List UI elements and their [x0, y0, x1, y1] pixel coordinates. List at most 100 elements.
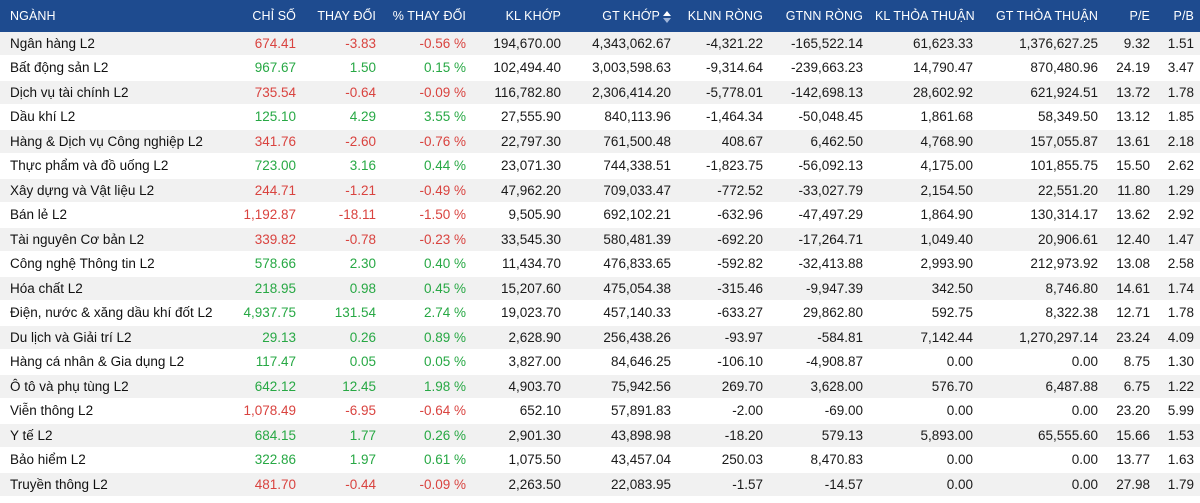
cell-gt-khop: 761,500.48	[567, 130, 677, 155]
cell-gt-khop: 3,003,598.63	[567, 57, 677, 81]
table-row[interactable]: Bán lẻ L2 1,192.87 -18.11 -1.50 % 9,505.90 69…	[0, 203, 1200, 228]
cell-pb: 1.63	[1156, 449, 1200, 473]
table-row[interactable]: Viễn thông L2 1,078.49 -6.95 -0.64 % 652.10 5…	[0, 399, 1200, 424]
cell-gtnn: -56,092.13	[769, 155, 869, 179]
cell-kl-khop: 194,670.00	[472, 32, 567, 57]
column-header-gt-khop[interactable]: GT KHỚP	[567, 0, 677, 32]
column-header-thay-doi[interactable]: THAY ĐỔI	[302, 0, 382, 32]
table-row[interactable]: Ngân hàng L2 674.41 -3.83 -0.56 % 194,670.00…	[0, 32, 1200, 57]
cell-kl-khop: 2,263.50	[472, 473, 567, 498]
cell-kl-tt: 61,623.33	[869, 32, 979, 57]
sector-name[interactable]: Công nghệ Thông tin L2	[0, 253, 228, 277]
cell-gtnn: -584.81	[769, 326, 869, 351]
sector-name[interactable]: Dầu khí L2	[0, 106, 228, 130]
column-header-nganh[interactable]: NGÀNH	[0, 0, 228, 32]
sector-name[interactable]: Ô tô và phụ tùng L2	[0, 375, 228, 400]
cell-klnn: -772.52	[677, 179, 769, 204]
sector-name[interactable]: Bán lẻ L2	[0, 204, 228, 228]
cell-gt-tt: 621,924.51	[979, 81, 1104, 106]
column-header-gt-tt[interactable]: GT THỎA THUẬN	[979, 0, 1104, 32]
cell-klnn: -692.20	[677, 228, 769, 253]
sector-name[interactable]: Y tế L2	[0, 424, 228, 449]
sector-name[interactable]: Hàng cá nhân & Gia dụng L2	[0, 351, 228, 375]
sector-name[interactable]: Bảo hiểm L2	[0, 449, 228, 473]
cell-klnn: -632.96	[677, 204, 769, 228]
cell-pct: 0.89 %	[382, 326, 472, 351]
column-header-gtnn[interactable]: GTNN RÒNG	[769, 0, 869, 32]
table-row[interactable]: Hàng cá nhân & Gia dụng L2 117.47 0.05 0.05…	[0, 350, 1200, 375]
cell-kl-tt: 576.70	[869, 375, 979, 400]
column-header-kl-tt[interactable]: KL THỎA THUẬN	[869, 0, 979, 32]
table-row[interactable]: Thực phẩm và đồ uống L2 723.00 3.16 0.44 % 2…	[0, 154, 1200, 179]
table-row[interactable]: Dịch vụ tài chính L2 735.54 -0.64 -0.09 % 11…	[0, 81, 1200, 106]
column-header-kl-khop[interactable]: KL KHỚP	[472, 0, 567, 32]
table-row[interactable]: Xây dựng và Vật liệu L2 244.71 -1.21 -0.49 …	[0, 179, 1200, 204]
cell-pct: 1.98 %	[382, 375, 472, 400]
column-header-chi-so[interactable]: CHỈ SỐ	[228, 0, 302, 32]
sector-name[interactable]: Ngân hàng L2	[0, 32, 228, 57]
table-row[interactable]: Điện, nước & xăng dầu khí đốt L2 4,937.75…	[0, 301, 1200, 326]
sector-name[interactable]: Du lịch và Giải trí L2	[0, 326, 228, 351]
table-row[interactable]: Hóa chất L2 218.95 0.98 0.45 % 15,207.60 475,…	[0, 277, 1200, 302]
table-row[interactable]: Ô tô và phụ tùng L2 642.12 12.45 1.98 % 4,90…	[0, 375, 1200, 400]
column-header-klnn[interactable]: KLNN RÒNG	[677, 0, 769, 32]
cell-thay-doi: -1.21	[302, 179, 382, 204]
cell-pb: 1.29	[1156, 179, 1200, 204]
sector-name[interactable]: Truyền thông L2	[0, 473, 228, 498]
cell-chi-so: 4,937.75	[228, 302, 302, 326]
table-row[interactable]: Công nghệ Thông tin L2 578.66 2.30 0.40 % 11…	[0, 252, 1200, 277]
sector-name[interactable]: Điện, nước & xăng dầu khí đốt L2	[0, 302, 228, 326]
cell-klnn: 269.70	[677, 375, 769, 400]
table-row[interactable]: Bảo hiểm L2 322.86 1.97 0.61 % 1,075.50 43,45…	[0, 448, 1200, 473]
cell-pe: 13.12	[1104, 106, 1156, 130]
table-body: Ngân hàng L2 674.41 -3.83 -0.56 % 194,670.00…	[0, 32, 1200, 498]
column-header-label: KL THỎA THUẬN	[875, 9, 975, 23]
cell-gt-khop: 744,338.51	[567, 155, 677, 179]
sector-name[interactable]: Hóa chất L2	[0, 277, 228, 302]
column-header-pct[interactable]: % THAY ĐỔI	[382, 0, 472, 32]
cell-pe: 13.72	[1104, 81, 1156, 106]
sector-name[interactable]: Thực phẩm và đồ uống L2	[0, 155, 228, 179]
cell-pct: -0.09 %	[382, 473, 472, 498]
sector-name[interactable]: Viễn thông L2	[0, 400, 228, 424]
cell-gtnn: -50,048.45	[769, 106, 869, 130]
cell-thay-doi: 1.50	[302, 57, 382, 81]
cell-gtnn: -165,522.14	[769, 32, 869, 57]
cell-gt-tt: 20,906.61	[979, 228, 1104, 253]
cell-kl-khop: 4,903.70	[472, 375, 567, 400]
cell-klnn: -106.10	[677, 351, 769, 375]
sort-icon[interactable]	[663, 10, 671, 23]
table-row[interactable]: Dầu khí L2 125.10 4.29 3.55 % 27,555.90 840,1…	[0, 105, 1200, 130]
cell-pe: 9.32	[1104, 32, 1156, 57]
table-row[interactable]: Tài nguyên Cơ bản L2 339.82 -0.78 -0.23 % 33…	[0, 228, 1200, 253]
cell-klnn: -1,464.34	[677, 106, 769, 130]
cell-pb: 2.58	[1156, 253, 1200, 277]
header-row: NGÀNH CHỈ SỐ THAY ĐỔI % THAY ĐỔI KL KHỚP GT K…	[0, 0, 1200, 32]
cell-klnn: 250.03	[677, 449, 769, 473]
table-row[interactable]: Truyền thông L2 481.70 -0.44 -0.09 % 2,263.5…	[0, 473, 1200, 498]
cell-chi-so: 339.82	[228, 228, 302, 253]
cell-kl-tt: 0.00	[869, 400, 979, 424]
sector-name[interactable]: Hàng & Dịch vụ Công nghiệp L2	[0, 130, 228, 155]
cell-gt-tt: 8,322.38	[979, 302, 1104, 326]
column-header-pe[interactable]: P/E	[1104, 0, 1156, 32]
cell-klnn: -1.57	[677, 473, 769, 498]
cell-pe: 13.77	[1104, 449, 1156, 473]
table-row[interactable]: Y tế L2 684.15 1.77 0.26 % 2,901.30 43,898.98…	[0, 424, 1200, 449]
sector-name[interactable]: Tài nguyên Cơ bản L2	[0, 228, 228, 253]
sector-name[interactable]: Xây dựng và Vật liệu L2	[0, 179, 228, 204]
cell-pe: 8.75	[1104, 351, 1156, 375]
table-row[interactable]: Hàng & Dịch vụ Công nghiệp L2 341.76 -2.60…	[0, 130, 1200, 155]
table-header: NGÀNH CHỈ SỐ THAY ĐỔI % THAY ĐỔI KL KHỚP GT K…	[0, 0, 1200, 32]
sector-name[interactable]: Dịch vụ tài chính L2	[0, 81, 228, 106]
cell-kl-khop: 27,555.90	[472, 106, 567, 130]
table-row[interactable]: Bất động sản L2 967.67 1.50 0.15 % 102,494.4…	[0, 56, 1200, 81]
column-header-pb[interactable]: P/B	[1156, 0, 1200, 32]
table-row[interactable]: Du lịch và Giải trí L2 29.13 0.26 0.89 % 2,6…	[0, 326, 1200, 351]
cell-gt-khop: 476,833.65	[567, 253, 677, 277]
cell-pct: -0.64 %	[382, 400, 472, 424]
sector-name[interactable]: Bất động sản L2	[0, 57, 228, 81]
column-header-label: % THAY ĐỔI	[392, 9, 466, 23]
cell-chi-so: 117.47	[228, 351, 302, 375]
cell-chi-so: 723.00	[228, 155, 302, 179]
